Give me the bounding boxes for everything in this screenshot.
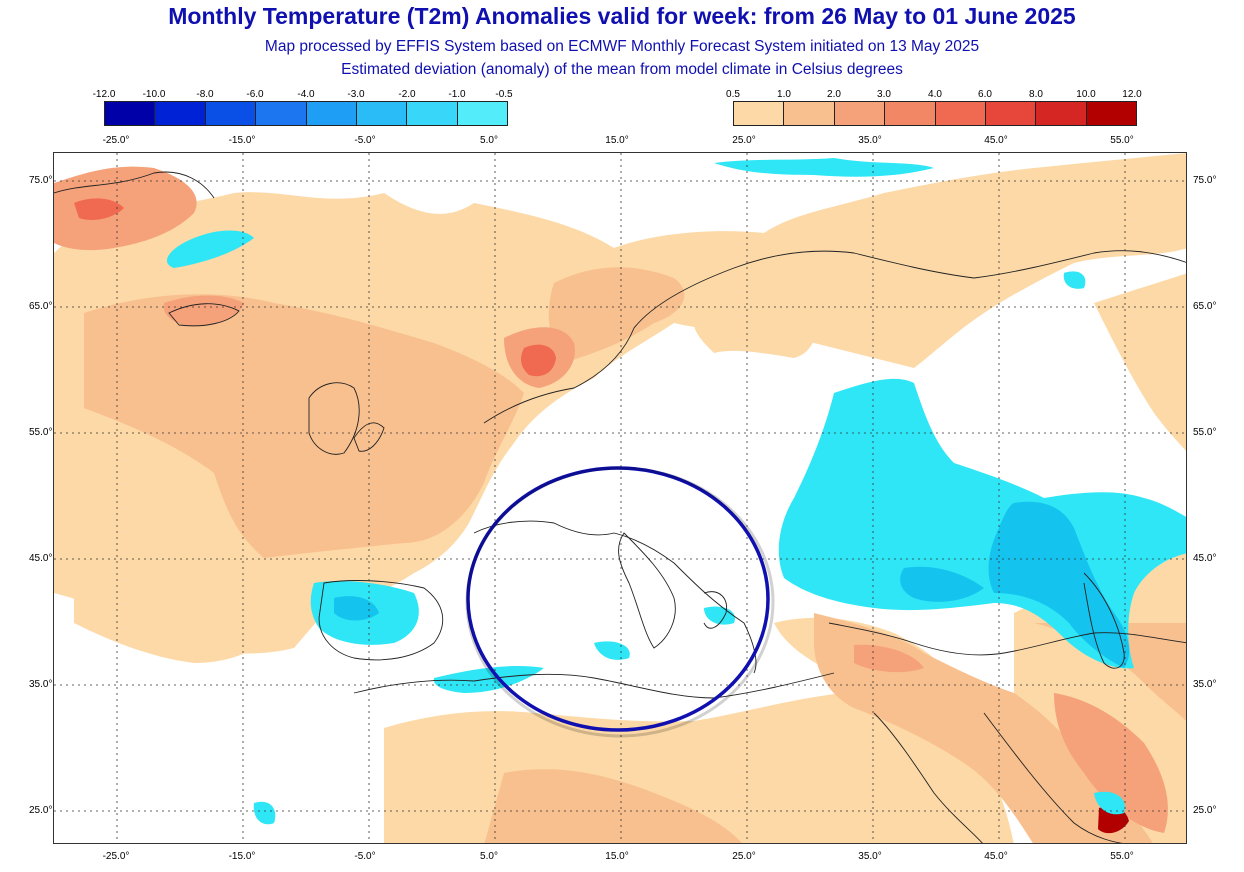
- lon-label: 5.0°: [480, 851, 498, 862]
- highlight-circle-shadow: [465, 466, 775, 738]
- legend-cold-swatch: [407, 102, 458, 125]
- warm-anomaly-strong: [54, 166, 1168, 833]
- legend-scale-label: 5.0°: [480, 135, 498, 146]
- cold-anomaly-medium: [334, 501, 1130, 668]
- highlight-circle: [466, 466, 770, 732]
- legend-cold-label: -8.0: [196, 89, 214, 100]
- lat-label: 65.0°: [1193, 301, 1217, 312]
- legend-scale-label: -25.0°: [102, 135, 130, 146]
- anomaly-map-canvas: [54, 153, 1186, 843]
- legend-cold-swatch: [256, 102, 307, 125]
- lon-label: 35.0°: [858, 851, 882, 862]
- legend-warm-swatch: [885, 102, 936, 125]
- legend-warm-swatch: [1036, 102, 1087, 125]
- legend-cold-label: -2.0: [398, 89, 416, 100]
- legend-scale-label: 25.0°: [732, 135, 756, 146]
- lat-label: 75.0°: [29, 175, 53, 186]
- legend-cold-label: -10.0: [142, 89, 166, 100]
- lat-label: 55.0°: [29, 427, 53, 438]
- lon-label: 15.0°: [605, 851, 629, 862]
- legend-scale-label: 55.0°: [1110, 135, 1134, 146]
- legend-cold-label: -0.5: [495, 89, 513, 100]
- legend-warm-label: 1.0: [777, 89, 791, 100]
- legend-cold-swatch: [356, 102, 408, 125]
- lon-label: 25.0°: [732, 851, 756, 862]
- legend-warm-swatch: [834, 102, 886, 125]
- legend-scale-label: 15.0°: [605, 135, 629, 146]
- warm-anomaly-hot: [74, 198, 556, 377]
- legend-warm-label: 8.0: [1029, 89, 1043, 100]
- anomaly-map: [53, 152, 1187, 844]
- lat-label: 45.0°: [29, 553, 53, 564]
- legend-cold-label: -6.0: [246, 89, 264, 100]
- legend-cold-label: -3.0: [347, 89, 365, 100]
- legend-cold-label: -4.0: [297, 89, 315, 100]
- legend-scale-label: -5.0°: [354, 135, 376, 146]
- lon-label: -25.0°: [102, 851, 130, 862]
- legend-warm-swatch: [935, 102, 986, 125]
- coastlines: [54, 171, 1186, 843]
- legend-warm-colorbar: [733, 101, 1137, 126]
- legend-warm-swatch: [1086, 102, 1136, 125]
- legend-warm-swatch: [734, 102, 785, 125]
- legend-scale-label: -15.0°: [228, 135, 256, 146]
- map-subtitle-description: Estimated deviation (anomaly) of the mea…: [341, 61, 903, 78]
- legend-cold-swatch: [205, 102, 257, 125]
- legend-scale-label: 35.0°: [858, 135, 882, 146]
- lat-label: 65.0°: [29, 301, 53, 312]
- legend-warm-label: 10.0: [1076, 89, 1096, 100]
- lat-label: 25.0°: [29, 805, 53, 816]
- lat-label: 35.0°: [1193, 679, 1217, 690]
- legend-warm-label: 3.0: [877, 89, 891, 100]
- map-subtitle-source: Map processed by EFFIS System based on E…: [264, 38, 980, 55]
- lat-label: 55.0°: [1193, 427, 1217, 438]
- legend-warm-label: 2.0: [827, 89, 841, 100]
- map-title: Monthly Temperature (T2m) Anomalies vali…: [168, 3, 1076, 29]
- legend-scale-label: 45.0°: [984, 135, 1008, 146]
- legend-warm-label: 6.0: [978, 89, 992, 100]
- lon-label: -5.0°: [354, 851, 376, 862]
- legend-warm-label: 12.0: [1122, 89, 1142, 100]
- lat-label: 35.0°: [29, 679, 53, 690]
- legend-cold-label: -1.0: [448, 89, 466, 100]
- lon-label: 45.0°: [984, 851, 1008, 862]
- legend-cold-swatch: [155, 102, 206, 125]
- legend-cold-swatch: [105, 102, 156, 125]
- legend-warm-label: 4.0: [928, 89, 942, 100]
- legend-cold-colorbar: [104, 101, 508, 126]
- lon-label: 55.0°: [1110, 851, 1134, 862]
- lon-label: -15.0°: [228, 851, 256, 862]
- legend-cold-swatch: [306, 102, 357, 125]
- legend-warm-label: 0.5: [726, 89, 740, 100]
- lat-label: 45.0°: [1193, 553, 1217, 564]
- lat-label: 75.0°: [1193, 175, 1217, 186]
- legend-warm-swatch: [784, 102, 835, 125]
- legend-cold-label: -12.0: [92, 89, 116, 100]
- legend-cold-swatch: [457, 102, 507, 125]
- legend-warm-swatch: [985, 102, 1037, 125]
- lat-label: 25.0°: [1193, 805, 1217, 816]
